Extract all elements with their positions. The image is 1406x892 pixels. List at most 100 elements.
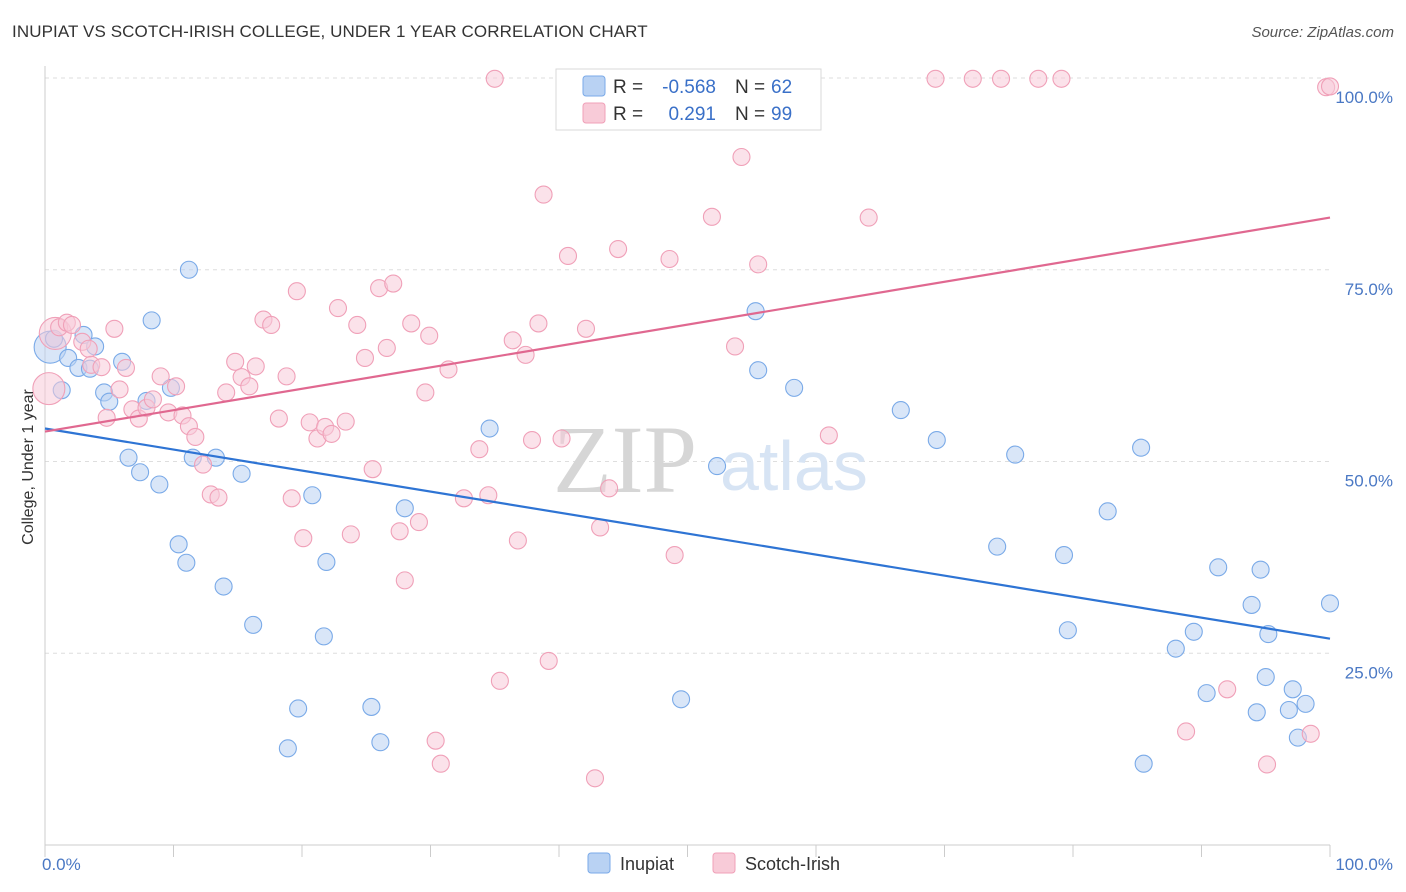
point-inupiat-44 bbox=[1058, 621, 1077, 640]
point-scotch-irish-0 bbox=[32, 372, 66, 406]
trend-line-inupiat bbox=[44, 427, 1331, 640]
point-scotch-irish-8 bbox=[92, 358, 111, 377]
point-inupiat-50 bbox=[1197, 684, 1216, 703]
y-tick-label-50: 50.0% bbox=[1345, 472, 1393, 491]
point-inupiat-31 bbox=[371, 733, 390, 752]
point-scotch-irish-54 bbox=[409, 513, 428, 532]
point-inupiat-53 bbox=[1247, 703, 1266, 722]
point-scotch-irish-50 bbox=[384, 274, 403, 293]
y-axis-title: College, Under 1 year bbox=[20, 389, 37, 545]
point-inupiat-35 bbox=[708, 457, 727, 476]
axes bbox=[44, 66, 1331, 857]
point-inupiat-11 bbox=[119, 448, 138, 467]
point-scotch-irish-64 bbox=[490, 671, 509, 690]
point-scotch-irish-92 bbox=[1052, 69, 1071, 88]
trend-line-scotch-irish bbox=[44, 216, 1331, 433]
point-scotch-irish-23 bbox=[194, 455, 213, 474]
point-inupiat-39 bbox=[891, 401, 910, 420]
point-scotch-irish-35 bbox=[282, 489, 301, 508]
point-scotch-irish-71 bbox=[539, 651, 558, 670]
point-inupiat-46 bbox=[1132, 438, 1151, 457]
point-inupiat-33 bbox=[480, 419, 499, 438]
point-scotch-irish-26 bbox=[217, 383, 236, 402]
point-scotch-irish-43 bbox=[336, 412, 355, 431]
point-inupiat-24 bbox=[244, 615, 263, 634]
legend-r-label-scotch-irish: R = bbox=[613, 104, 643, 125]
point-scotch-irish-27 bbox=[226, 352, 245, 371]
point-inupiat-47 bbox=[1134, 754, 1153, 773]
legend-n-label-inupiat: N = bbox=[735, 77, 765, 98]
point-scotch-irish-90 bbox=[991, 69, 1011, 88]
point-inupiat-49 bbox=[1184, 622, 1203, 641]
chart-title: INUPIAT VS SCOTCH-IRISH COLLEGE, UNDER 1… bbox=[12, 22, 648, 41]
point-scotch-irish-34 bbox=[277, 367, 296, 386]
point-inupiat-52 bbox=[1242, 595, 1261, 614]
point-inupiat-55 bbox=[1256, 667, 1275, 687]
point-inupiat-51 bbox=[1209, 558, 1228, 577]
point-scotch-irish-47 bbox=[363, 460, 382, 479]
point-inupiat-61 bbox=[1320, 594, 1340, 613]
point-scotch-irish-61 bbox=[470, 440, 489, 459]
point-scotch-irish-30 bbox=[246, 357, 265, 376]
point-scotch-irish-76 bbox=[585, 769, 605, 788]
point-scotch-irish-70 bbox=[534, 185, 553, 204]
point-scotch-irish-73 bbox=[558, 246, 578, 265]
watermark-atlas: atlas bbox=[720, 427, 868, 505]
point-inupiat-38 bbox=[785, 378, 804, 397]
legend-r-value-scotch-irish: 0.291 bbox=[668, 104, 716, 125]
point-scotch-irish-93 bbox=[1177, 722, 1196, 741]
point-scotch-irish-9 bbox=[97, 408, 116, 427]
point-inupiat-32 bbox=[395, 499, 414, 518]
point-scotch-irish-81 bbox=[665, 546, 684, 565]
point-scotch-irish-85 bbox=[749, 255, 768, 274]
point-inupiat-45 bbox=[1098, 502, 1117, 521]
legend-n-value-scotch-irish: 99 bbox=[771, 104, 792, 125]
point-scotch-irish-17 bbox=[151, 367, 170, 386]
point-scotch-irish-36 bbox=[287, 282, 306, 301]
point-scotch-irish-77 bbox=[591, 518, 610, 537]
point-inupiat-60 bbox=[1296, 694, 1315, 713]
legend-swatch-inupiat bbox=[582, 75, 606, 97]
point-inupiat-14 bbox=[142, 311, 161, 330]
point-scotch-irish-66 bbox=[508, 531, 527, 550]
point-inupiat-43 bbox=[1054, 546, 1074, 565]
point-inupiat-58 bbox=[1283, 680, 1302, 699]
tick-labels: 25.0% 50.0% 75.0% 100.0% 0.0% 100.0% bbox=[42, 88, 1393, 874]
point-scotch-irish-67 bbox=[516, 345, 535, 364]
point-inupiat-26 bbox=[289, 699, 308, 718]
point-inupiat-30 bbox=[362, 697, 381, 716]
point-scotch-irish-42 bbox=[328, 299, 348, 318]
point-inupiat-27 bbox=[303, 486, 322, 505]
legend-r-value-inupiat: -0.568 bbox=[662, 77, 716, 98]
point-scotch-irish-80 bbox=[660, 249, 679, 269]
series-legend-swatch-inupiat bbox=[587, 852, 611, 874]
watermark: ZIP atlas bbox=[553, 406, 868, 513]
y-tick-label-25: 25.0% bbox=[1345, 663, 1393, 682]
point-inupiat-40 bbox=[927, 430, 946, 450]
watermark-zip: ZIP bbox=[553, 406, 697, 513]
point-scotch-irish-58 bbox=[431, 754, 450, 773]
point-scotch-irish-75 bbox=[576, 319, 596, 338]
point-inupiat-19 bbox=[179, 260, 198, 279]
point-scotch-irish-16 bbox=[143, 390, 162, 409]
point-inupiat-15 bbox=[150, 475, 169, 494]
point-scotch-irish-56 bbox=[420, 326, 439, 345]
point-scotch-irish-91 bbox=[1029, 69, 1048, 88]
point-scotch-irish-57 bbox=[426, 731, 445, 750]
point-scotch-irish-82 bbox=[702, 207, 721, 226]
point-scotch-irish-63 bbox=[485, 69, 504, 88]
point-scotch-irish-69 bbox=[529, 314, 548, 333]
point-inupiat-34 bbox=[672, 690, 691, 709]
point-inupiat-42 bbox=[1006, 445, 1025, 464]
point-scotch-irish-32 bbox=[262, 315, 281, 335]
point-inupiat-57 bbox=[1279, 700, 1298, 720]
point-scotch-irish-89 bbox=[963, 69, 982, 88]
point-scotch-irish-12 bbox=[116, 358, 136, 377]
point-scotch-irish-11 bbox=[110, 380, 129, 399]
point-inupiat-29 bbox=[317, 552, 336, 572]
point-scotch-irish-83 bbox=[725, 337, 745, 356]
point-scotch-irish-37 bbox=[294, 529, 313, 548]
point-scotch-irish-78 bbox=[600, 479, 619, 498]
point-scotch-irish-72 bbox=[552, 429, 571, 448]
